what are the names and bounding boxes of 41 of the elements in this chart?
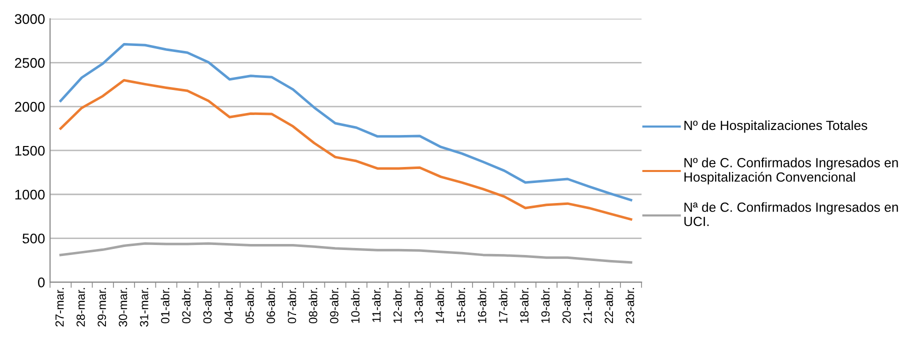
legend-label: Nº de Hospitalizaciones Totales <box>684 120 868 133</box>
x-tick-label: 23-abr. <box>625 288 634 324</box>
legend-label: Nª de C. Confirmados Ingresados en UCI. <box>684 202 898 226</box>
x-tick-label: 06-abr. <box>266 288 276 324</box>
x-tick-label: 12-abr. <box>393 288 402 323</box>
y-tick-label: 1500 <box>15 146 45 156</box>
line-series <box>59 242 632 264</box>
x-tick-label: 02-abr. <box>182 288 191 324</box>
x-tick-label: 16-abr. <box>478 288 486 323</box>
line-series <box>59 79 632 221</box>
x-tick-label: 18-abr. <box>520 288 529 323</box>
x-tick-label: 05-abr. <box>245 288 254 324</box>
x-tick-label: 22-abr. <box>604 288 614 324</box>
x-tick-label: 14-abr. <box>435 288 444 323</box>
y-tick-label: 2000 <box>14 102 45 112</box>
x-tick-label: 27-mar. <box>55 288 64 326</box>
x-tick-label: 09-abr. <box>330 288 338 324</box>
x-tick-label: 08-abr. <box>308 288 318 324</box>
x-tick-label: 10-abr. <box>350 288 360 323</box>
x-tick-label: 13-abr. <box>414 288 423 323</box>
x-tick-label: 01-abr. <box>160 288 170 324</box>
y-tick-label: 0 <box>38 277 45 288</box>
y-tick-label: 2500 <box>14 58 45 68</box>
x-tick-label: 17-abr. <box>498 288 508 323</box>
x-tick-label: 07-abr. <box>287 288 296 324</box>
x-tick-label: 11-abr. <box>372 288 381 322</box>
x-tick-label: 29-mar. <box>98 288 106 326</box>
y-tick-label: 500 <box>22 234 45 244</box>
x-tick-label: 28-mar. <box>76 288 85 326</box>
x-tick-label: 03-abr. <box>202 288 212 324</box>
x-tick-label: 30-mar. <box>118 288 128 327</box>
x-tick-label: 19-abr. <box>540 288 550 323</box>
line-series <box>59 43 632 202</box>
y-tick-label: 3000 <box>14 14 45 24</box>
x-tick-label: 04-abr. <box>224 288 233 324</box>
legend-label: Nº de C. Confirmados Ingresados en Hospitalización Convencional <box>684 158 898 184</box>
x-tick-label: 20-abr. <box>562 288 571 324</box>
x-tick-label: 15-abr. <box>456 288 466 323</box>
x-tick-label: 31-mar. <box>140 288 148 327</box>
y-tick-label: 1000 <box>15 190 45 200</box>
x-tick-label: 21-abr. <box>583 288 592 324</box>
